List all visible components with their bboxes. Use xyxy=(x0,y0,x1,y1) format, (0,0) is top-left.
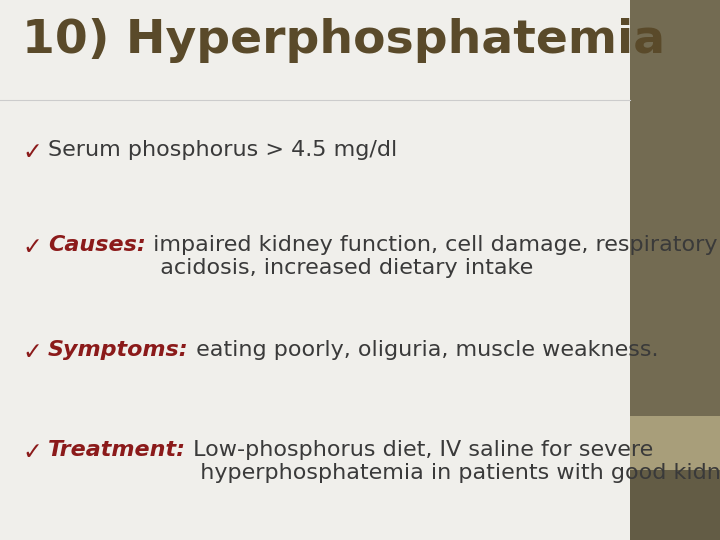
Bar xyxy=(630,416,720,470)
Text: Low-phosphorus diet, IV saline for severe
  hyperphosphatemia in patients with g: Low-phosphorus diet, IV saline for sever… xyxy=(186,440,720,483)
Text: Causes:: Causes: xyxy=(48,235,145,255)
Text: 10) Hyperphosphatemia: 10) Hyperphosphatemia xyxy=(22,18,665,63)
Bar xyxy=(630,0,720,416)
Text: Serum phosphorus > 4.5 mg/dl: Serum phosphorus > 4.5 mg/dl xyxy=(48,140,397,160)
Text: ✓: ✓ xyxy=(22,235,42,259)
Text: Treatment:: Treatment: xyxy=(48,440,186,460)
Text: eating poorly, oliguria, muscle weakness.: eating poorly, oliguria, muscle weakness… xyxy=(189,340,658,360)
Text: ✓: ✓ xyxy=(22,340,42,364)
Bar xyxy=(630,470,720,540)
Text: ✓: ✓ xyxy=(22,440,42,464)
Text: impaired kidney function, cell damage, respiratory
  acidosis, increased dietary: impaired kidney function, cell damage, r… xyxy=(145,235,717,278)
Text: Symptoms:: Symptoms: xyxy=(48,340,189,360)
Text: ✓: ✓ xyxy=(22,140,42,164)
